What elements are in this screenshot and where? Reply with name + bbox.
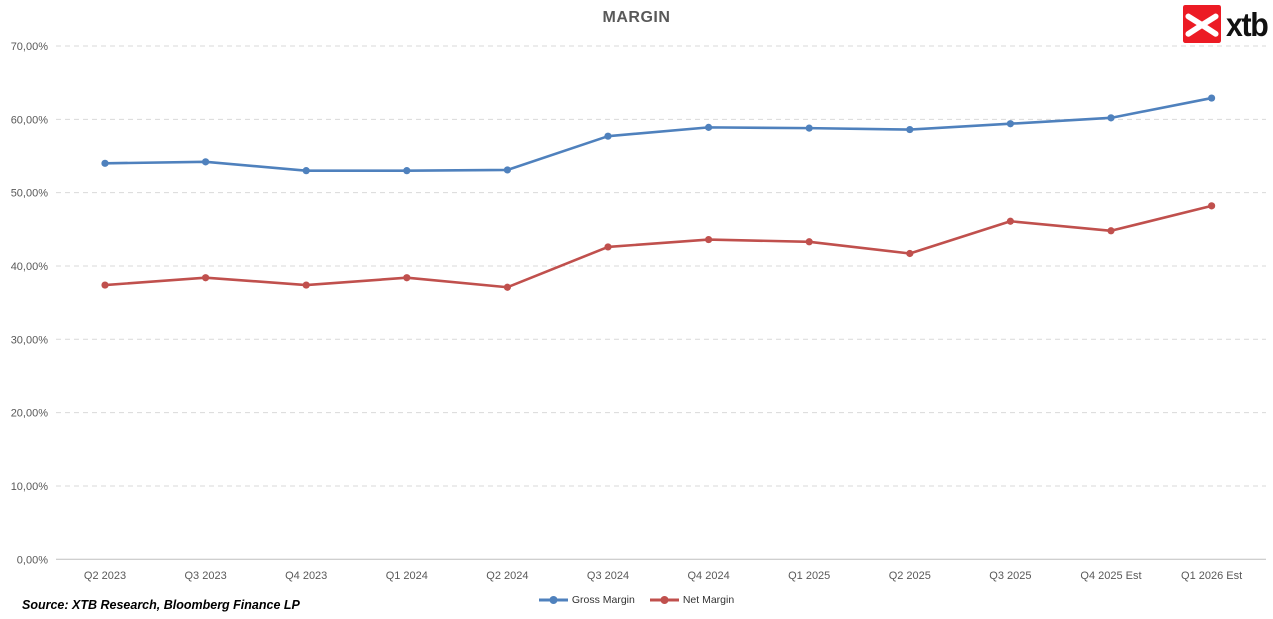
xtb-logo: xtb [1183, 5, 1271, 43]
legend-marker-icon [649, 596, 679, 604]
data-point-gross-margin [503, 166, 511, 174]
data-point-gross-margin [302, 167, 310, 175]
data-point-net-margin [1006, 217, 1015, 225]
legend-label: Net Margin [682, 594, 735, 606]
chart-legend: Gross Margin Net Margin [0, 594, 1273, 606]
x-tick-label: Q3 2025 [989, 570, 1031, 582]
xtb-bird-icon [1183, 5, 1221, 43]
x-tick-label: Q3 2023 [184, 570, 226, 582]
x-tick-label: Q1 2024 [386, 570, 428, 582]
data-point-net-margin [805, 238, 813, 246]
data-point-net-margin [604, 243, 612, 251]
y-tick-label: 10,00% [11, 481, 49, 493]
x-tick-label: Q1 2025 [788, 570, 830, 582]
y-tick-label: 60,00% [11, 114, 49, 126]
y-tick-label: 70,00% [11, 41, 49, 53]
y-tick-label: 30,00% [11, 334, 49, 346]
x-tick-label: Q1 2026 Est [1181, 570, 1242, 582]
data-point-gross-margin [805, 124, 813, 132]
data-point-gross-margin [1107, 114, 1115, 122]
y-tick-label: 20,00% [11, 408, 49, 420]
x-tick-label: Q4 2025 Est [1080, 570, 1141, 582]
y-tick-label: 50,00% [11, 188, 49, 200]
x-tick-label: Q2 2025 [889, 570, 931, 582]
data-point-net-margin [101, 281, 109, 289]
data-point-net-margin [202, 274, 210, 282]
chart-title: MARGIN [602, 9, 671, 26]
x-tick-label: Q4 2024 [687, 570, 729, 582]
data-point-net-margin [403, 274, 411, 282]
y-tick-label: 0,00% [17, 554, 48, 566]
x-tick-label: Q2 2023 [84, 570, 126, 582]
legend-marker-icon [538, 596, 568, 604]
data-point-gross-margin [1006, 120, 1015, 128]
data-point-gross-margin [101, 159, 109, 167]
data-point-gross-margin [604, 132, 612, 140]
x-tick-label: Q2 2024 [486, 570, 528, 582]
data-point-net-margin [503, 283, 511, 291]
data-point-net-margin [1107, 227, 1115, 235]
data-point-net-margin [906, 249, 914, 258]
legend-label: Gross Margin [571, 594, 635, 606]
x-tick-label: Q4 2023 [285, 570, 327, 582]
y-tick-label: 40,00% [11, 261, 49, 273]
data-point-gross-margin [705, 123, 713, 131]
xtb-logo-text: xtb [1226, 5, 1269, 43]
data-point-net-margin [302, 281, 310, 289]
source-note: Source: XTB Research, Bloomberg Finance … [22, 598, 300, 612]
data-point-gross-margin [202, 158, 210, 166]
data-point-net-margin [705, 235, 713, 244]
data-point-gross-margin [1208, 94, 1216, 102]
legend-item-gross-margin: Gross Margin [538, 594, 635, 606]
x-tick-label: Q3 2024 [587, 570, 629, 582]
data-point-gross-margin [906, 125, 914, 134]
data-point-net-margin [1208, 202, 1216, 210]
series-line-net-margin [103, 204, 1213, 289]
data-point-gross-margin [403, 167, 411, 175]
legend-item-net-margin: Net Margin [649, 594, 735, 606]
series-line-gross-margin [103, 96, 1213, 172]
